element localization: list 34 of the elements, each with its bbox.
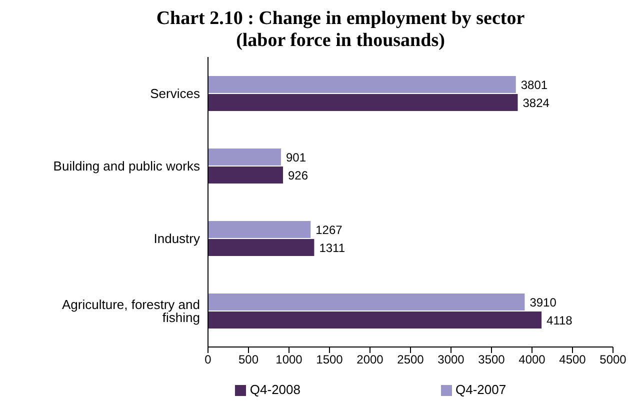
bar (208, 148, 281, 166)
data-label: 3824 (522, 96, 550, 110)
x-tick-label: 2500 (397, 352, 424, 367)
x-tick-label: 3500 (478, 352, 506, 367)
x-tick-label: 1500 (316, 352, 344, 367)
bar (208, 94, 518, 111)
data-label: 1311 (319, 240, 346, 255)
y-tick-label: Agriculture, forestry and fishing (62, 296, 200, 325)
x-tick-label: 500 (238, 352, 259, 367)
data-label: 901 (286, 150, 306, 164)
x-tick-label: 1000 (276, 352, 303, 367)
bar (208, 166, 284, 184)
bar (208, 76, 516, 93)
y-tick-label: Industry (154, 230, 200, 246)
data-label: 3801 (520, 78, 548, 92)
bar (208, 239, 314, 256)
x-tick-label: 5000 (600, 352, 627, 367)
x-tick-label: 0 (204, 352, 212, 367)
x-tick-label: 2000 (356, 352, 384, 367)
data-label: 4118 (546, 313, 573, 328)
x-tick-label: 4000 (518, 352, 546, 367)
bar (208, 312, 542, 328)
x-tick-label: 4500 (559, 352, 586, 367)
y-tick-label: Building and public works (53, 158, 200, 174)
legend-label: Q4-2007 (456, 382, 506, 397)
legend-label: Q4-2008 (250, 382, 300, 397)
data-label: 3910 (530, 295, 557, 310)
data-label: 926 (288, 168, 308, 182)
y-tick-label: Services (150, 86, 200, 101)
x-tick-label: 3000 (438, 352, 465, 367)
data-label: 1267 (316, 222, 343, 237)
bar (208, 294, 525, 310)
bar (208, 221, 311, 238)
chart-title: Chart 2.10 : Change in employment by sector (labor force in thousands) (155, 8, 526, 52)
